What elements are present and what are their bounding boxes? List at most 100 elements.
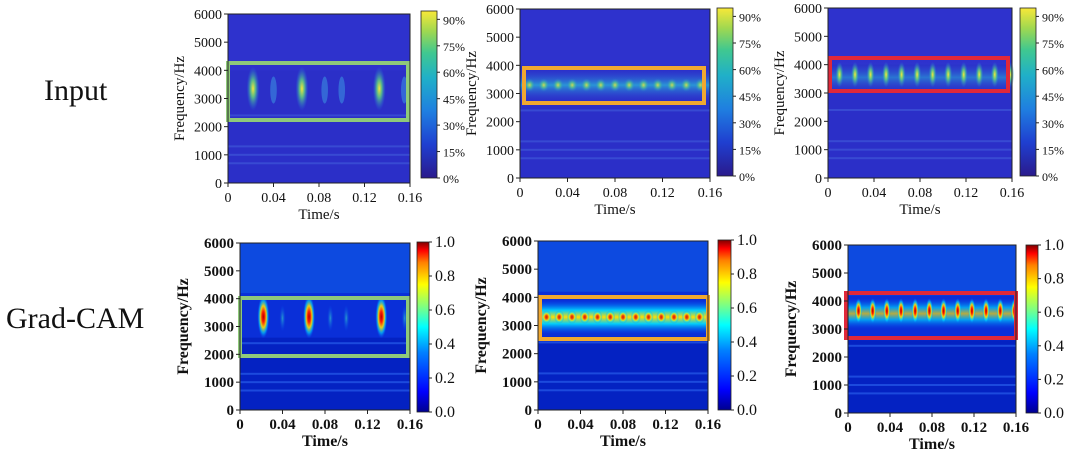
- colorbar-tick-label: 1.0: [1044, 237, 1064, 254]
- colorbar-tick-label: 45%: [1042, 90, 1064, 104]
- periodic-burst: [850, 61, 860, 88]
- colorbar-tick-label: 0.6: [737, 300, 757, 317]
- colorbar-tick-label: 0.8: [435, 268, 455, 285]
- colorbar-tick-label: 0.4: [435, 336, 455, 353]
- y-tick-label: 2000: [486, 116, 514, 131]
- harmonic-line: [828, 140, 1012, 143]
- band-segment: [554, 310, 565, 324]
- x-tick-label: 0.08: [919, 420, 945, 436]
- colorbar-tick-label: 30%: [443, 119, 465, 133]
- y-tick-label: 6000: [486, 3, 514, 18]
- periodic-burst: [996, 298, 1004, 324]
- weak-burst: [327, 304, 334, 332]
- band-segment: [694, 310, 705, 324]
- y-tick-label: 1000: [502, 375, 532, 391]
- x-axis-title: Time/s: [600, 433, 646, 450]
- x-tick-label: 0.04: [567, 417, 594, 433]
- x-tick-label: 0.12: [954, 186, 979, 201]
- band-segment: [605, 310, 616, 324]
- row-label-input: Input: [44, 74, 108, 107]
- x-tick-label: 0.04: [555, 186, 580, 201]
- colorbar-tick-label: 90%: [1042, 10, 1064, 24]
- harmonic-line: [228, 153, 410, 156]
- colorbar-tick-label: 15%: [739, 143, 761, 157]
- colorbar-tick-label: 1.0: [737, 232, 757, 249]
- x-tick-label: 0: [225, 191, 232, 206]
- lower-band: [240, 337, 410, 410]
- y-tick-label: 5000: [204, 264, 234, 280]
- colorbar-gradient: [717, 239, 732, 411]
- y-tick-label: 2000: [794, 115, 822, 130]
- y-tick-label: 3000: [486, 88, 514, 103]
- upper-band: [848, 245, 1016, 296]
- colorbar-tick-label: 45%: [739, 90, 761, 104]
- periodic-burst: [944, 61, 953, 88]
- y-tick-label: 6000: [502, 234, 532, 250]
- weak-burst: [338, 76, 346, 104]
- band-segment: [523, 78, 536, 92]
- colorbar-tick-label: 0%: [739, 170, 755, 184]
- colorbar-tick-label: 75%: [1042, 37, 1064, 51]
- spectrogram-panel-1: 0 1000 2000 3000 4000 5000 6000 0 0.04 0.08 0.12 0.…: [172, 8, 465, 223]
- band-segment: [656, 310, 667, 324]
- x-tick-label: 0: [844, 420, 852, 436]
- x-tick-label: 0: [236, 417, 244, 433]
- y-tick-label: 3000: [204, 320, 234, 336]
- harmonic-line: [228, 162, 410, 165]
- colorbar-tick-label: 60%: [1042, 64, 1064, 78]
- weak-burst: [343, 304, 350, 332]
- y-tick-label: 4000: [204, 292, 234, 308]
- x-tick-label: 0.04: [877, 420, 904, 436]
- energy-burst: [295, 66, 309, 111]
- energy-burst: [375, 295, 388, 339]
- harmonic-line: [848, 344, 1016, 347]
- harmonic-line: [520, 148, 710, 151]
- x-axis-title: Time/s: [594, 202, 635, 218]
- y-axis-title: Frequency/Hz: [172, 56, 188, 141]
- periodic-burst: [939, 298, 948, 324]
- colorbar-tick-label: 0%: [1042, 170, 1058, 184]
- colorbar-tick-label: 0.0: [737, 402, 757, 419]
- y-tick-label: 3000: [502, 319, 532, 335]
- y-tick-label: 4000: [502, 290, 532, 306]
- colorbar-tick-label: 75%: [443, 40, 465, 54]
- weak-burst: [401, 76, 408, 104]
- colorbar-tick-label: 0.2: [1044, 371, 1064, 388]
- harmonic-line: [228, 145, 410, 148]
- x-tick-label: 0: [534, 417, 542, 433]
- colorbar-gradient: [1019, 7, 1037, 177]
- band-segment: [552, 78, 564, 92]
- band-segment: [609, 78, 621, 92]
- periodic-burst: [883, 298, 891, 324]
- colorbar-gradient: [1025, 244, 1039, 414]
- periodic-burst: [975, 61, 984, 88]
- y-tick-label: 4000: [486, 59, 514, 74]
- colorbar-gradient: [416, 241, 430, 413]
- band-segment: [579, 310, 590, 324]
- x-tick-label: 0: [517, 186, 524, 201]
- band-segment: [680, 78, 692, 92]
- band-segment: [580, 78, 593, 92]
- x-tick-label: 0.12: [354, 417, 380, 433]
- y-tick-label: 2000: [812, 350, 842, 366]
- upper-band: [228, 14, 410, 71]
- y-tick-label: 6000: [194, 8, 222, 23]
- band-segment: [566, 310, 578, 324]
- colorbar-tick-label: 15%: [443, 146, 465, 160]
- colorbar-tick-label: 0.6: [435, 302, 455, 319]
- y-tick-label: 0: [835, 406, 843, 422]
- colorbar: 0% 15% 30% 45% 60% 75% 90%: [1019, 7, 1064, 184]
- spectrogram-panel-3: 0 1000 2000 3000 4000 5000 6000 0 0.04 0.08 0.12 0.…: [772, 2, 1064, 218]
- colorbar: 0% 15% 30% 45% 60% 75% 90%: [420, 10, 465, 186]
- x-tick-label: 0.16: [698, 186, 723, 201]
- x-tick-label: 0.12: [352, 191, 377, 206]
- y-tick-label: 0: [507, 172, 514, 187]
- x-tick-label: 0.16: [695, 417, 722, 433]
- y-tick-label: 0: [525, 403, 533, 419]
- harmonic-line: [828, 109, 1012, 111]
- band-segment: [566, 78, 578, 92]
- colorbar-tick-label: 0.2: [737, 368, 757, 385]
- x-tick-label: 0.04: [261, 191, 286, 206]
- harmonic-line: [538, 372, 708, 375]
